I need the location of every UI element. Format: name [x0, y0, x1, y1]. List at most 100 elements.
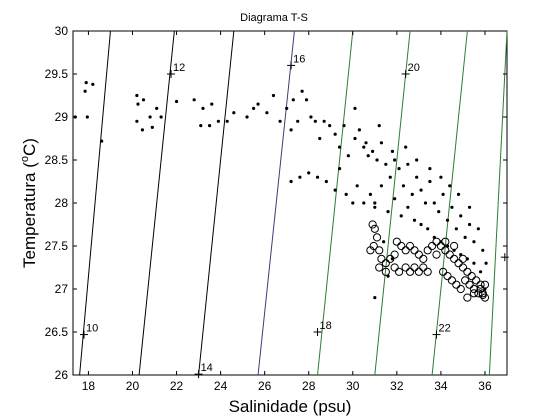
data-point-dot	[386, 210, 390, 214]
x-tick-label: 34	[434, 379, 448, 393]
data-point-circle	[469, 289, 479, 298]
data-point-dot	[406, 205, 410, 209]
data-point-dot	[322, 119, 326, 123]
data-point-dot	[472, 240, 476, 244]
data-point-dot	[289, 179, 293, 184]
data-point-circle	[390, 263, 399, 272]
x-axis-label: Salinidade (psu)	[229, 397, 352, 416]
data-point-dot	[199, 124, 203, 128]
isopycnal-line	[488, 30, 508, 376]
data-point-dot	[384, 162, 388, 166]
data-point-dot	[313, 119, 317, 123]
data-point-dot	[285, 106, 289, 110]
data-point-circle	[401, 246, 410, 255]
data-point-dot	[245, 115, 249, 119]
data-point-dot	[379, 184, 384, 188]
data-point-dot	[252, 106, 256, 110]
y-axis-label-degree: o	[19, 156, 31, 162]
data-point-circle	[439, 267, 448, 276]
x-tick-label: 22	[170, 379, 184, 393]
data-point-dot	[382, 240, 386, 244]
data-point-circle	[423, 246, 432, 255]
isopycnal-line	[257, 30, 295, 376]
data-point-dot	[85, 115, 89, 119]
data-point-dot	[355, 184, 359, 188]
data-point-dot	[404, 145, 408, 149]
data-point-dot	[419, 188, 423, 192]
data-point-circle	[386, 254, 395, 263]
data-point-dot	[150, 125, 154, 129]
y-tick-label: 30	[55, 24, 69, 38]
data-point-circle	[394, 267, 404, 276]
data-point-dot	[467, 205, 472, 209]
data-point-dot	[410, 192, 414, 196]
data-point-dot	[84, 81, 88, 85]
data-point-dot	[456, 192, 461, 196]
data-point-dot	[428, 167, 432, 171]
data-point-circle	[447, 276, 457, 285]
data-point-circle	[454, 259, 463, 268]
isopycnal-line	[317, 30, 354, 376]
data-point-dot	[83, 89, 87, 93]
data-points	[73, 81, 490, 302]
data-point-circle	[405, 267, 415, 276]
data-point-dot	[397, 167, 401, 171]
data-point-dot	[357, 128, 361, 132]
data-point-circle	[441, 237, 450, 246]
y-tick-label: 29	[55, 110, 69, 124]
data-point-dot	[298, 175, 302, 179]
data-point-dot	[445, 218, 450, 222]
data-point-circle	[450, 254, 459, 263]
data-point-circle	[432, 237, 441, 246]
data-point-dot	[415, 175, 419, 179]
data-point-dot	[278, 119, 282, 123]
data-point-circle	[410, 246, 419, 255]
y-tick-label: 27	[55, 282, 69, 296]
data-point-dot	[393, 158, 397, 162]
data-point-circle	[410, 263, 419, 272]
data-point-dot	[441, 192, 445, 196]
data-point-dot	[478, 270, 483, 274]
data-point-circle	[480, 280, 490, 289]
data-point-dot	[437, 210, 441, 214]
data-point-dot	[379, 141, 384, 145]
data-point-circle	[476, 280, 485, 289]
data-point-dot	[174, 99, 179, 104]
data-point-circle	[450, 241, 459, 251]
data-point-dot	[300, 89, 304, 93]
data-point-circle	[366, 246, 375, 255]
data-point-circle	[472, 276, 481, 285]
y-axis-label-unit: C)	[20, 138, 39, 156]
data-point-circle	[372, 233, 382, 242]
isopycnal-label: 16	[293, 53, 305, 65]
data-point-circle	[405, 241, 415, 251]
data-point-dot	[333, 188, 337, 192]
y-tick-label: 29.5	[45, 67, 69, 81]
x-tick-label: 24	[214, 379, 228, 393]
data-point-circle	[381, 259, 390, 268]
data-point-circle	[432, 250, 441, 259]
data-point-circle	[469, 284, 479, 294]
data-point-dot	[210, 102, 214, 106]
data-point-dot	[337, 167, 342, 171]
data-point-circle	[377, 254, 386, 263]
data-point-dot	[328, 124, 332, 128]
data-point-circle	[419, 254, 428, 263]
data-point-dot	[309, 115, 313, 119]
data-point-dot	[192, 98, 196, 102]
y-tick-label: 28.5	[45, 153, 69, 167]
data-point-dot	[346, 154, 350, 158]
data-point-dot	[368, 192, 373, 196]
data-point-dot	[399, 214, 403, 218]
data-point-circle	[465, 280, 474, 289]
data-point-dot	[375, 158, 379, 162]
data-point-circle	[392, 237, 401, 246]
data-point-dot	[371, 149, 375, 153]
data-point-circle	[467, 272, 476, 281]
data-point-dot	[337, 145, 342, 149]
isopycnal-lines: 10 12 14 16 18 20 22	[79, 30, 509, 379]
data-point-dot	[454, 227, 458, 231]
data-point-dot	[304, 98, 309, 102]
data-point-dot	[271, 93, 276, 98]
data-point-dot	[476, 227, 480, 231]
